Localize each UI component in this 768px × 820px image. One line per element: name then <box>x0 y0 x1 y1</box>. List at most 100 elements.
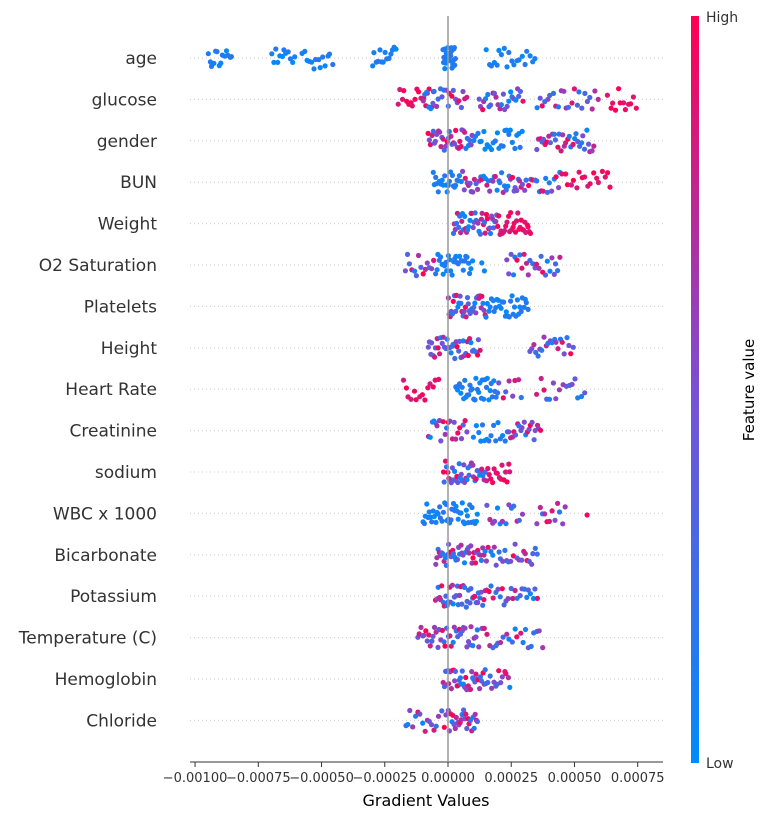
data-point <box>473 476 479 482</box>
data-point <box>555 144 561 150</box>
data-point <box>482 146 488 152</box>
data-point <box>540 136 547 142</box>
data-point <box>470 189 476 195</box>
data-point <box>571 86 578 92</box>
data-point <box>430 384 436 390</box>
data-point <box>403 385 409 391</box>
data-point <box>292 54 298 60</box>
data-point <box>556 387 563 393</box>
data-point <box>512 432 519 438</box>
data-point <box>454 344 460 350</box>
data-point <box>273 46 279 52</box>
data-point <box>417 711 423 717</box>
data-point <box>419 392 425 398</box>
data-point <box>456 173 462 179</box>
data-point <box>479 260 485 266</box>
data-point <box>211 60 217 66</box>
data-point <box>484 478 490 484</box>
data-point <box>582 174 588 180</box>
data-point <box>485 544 491 550</box>
data-point <box>576 169 582 175</box>
data-point <box>442 66 448 72</box>
data-point <box>463 604 469 610</box>
data-point <box>440 136 446 142</box>
data-point <box>493 562 499 568</box>
data-point <box>481 625 487 632</box>
data-point <box>423 628 429 634</box>
data-point <box>493 94 499 100</box>
data-point <box>527 53 533 59</box>
data-point <box>496 213 502 219</box>
data-point <box>453 182 459 188</box>
data-point <box>479 422 486 428</box>
data-point <box>570 177 577 183</box>
data-point <box>503 389 509 395</box>
data-point <box>408 396 414 402</box>
data-point <box>477 595 483 601</box>
data-point <box>457 138 463 144</box>
data-point <box>487 516 493 523</box>
data-point <box>594 175 600 181</box>
data-point <box>435 345 441 351</box>
data-point <box>497 180 503 186</box>
data-point <box>435 189 441 195</box>
data-point <box>427 434 433 440</box>
data-point <box>461 560 468 566</box>
data-point <box>487 388 493 394</box>
x-tick-label: 0.00000 <box>421 771 475 786</box>
feature-label: O2 Saturation <box>39 256 157 276</box>
data-point <box>461 308 467 315</box>
data-point <box>434 103 440 109</box>
data-point <box>448 268 454 274</box>
data-point <box>503 469 509 475</box>
data-point <box>481 219 488 225</box>
feature-label: age <box>125 49 157 69</box>
data-point <box>470 555 476 561</box>
data-point <box>442 173 448 179</box>
data-point <box>271 59 277 65</box>
data-point <box>579 105 585 111</box>
data-point <box>530 551 536 557</box>
data-point <box>523 300 529 306</box>
data-point <box>526 426 532 432</box>
data-point <box>534 178 540 184</box>
data-point <box>569 100 575 106</box>
data-point <box>397 86 403 93</box>
x-tick-label: 0.00050 <box>548 771 602 786</box>
data-point <box>485 91 491 98</box>
data-point <box>518 308 524 315</box>
data-point <box>464 725 470 732</box>
data-point <box>462 418 468 424</box>
data-point <box>456 461 462 467</box>
data-point <box>580 133 586 139</box>
data-point <box>540 188 546 194</box>
data-point <box>499 674 505 680</box>
data-point <box>459 384 465 390</box>
data-point <box>551 131 558 137</box>
data-point <box>461 707 467 713</box>
data-point <box>487 188 493 194</box>
data-point <box>450 550 456 557</box>
data-point <box>481 597 487 603</box>
data-point <box>453 253 459 259</box>
data-point <box>420 98 426 104</box>
data-point <box>422 728 428 734</box>
data-point <box>524 594 530 601</box>
data-point <box>453 503 459 509</box>
data-point <box>488 146 495 153</box>
data-point <box>582 90 588 96</box>
data-point <box>454 220 460 226</box>
data-point <box>552 261 559 267</box>
data-point <box>480 602 486 608</box>
data-point <box>453 127 459 133</box>
data-point <box>483 384 490 390</box>
data-point <box>452 468 458 474</box>
data-point <box>492 518 498 524</box>
data-point <box>444 336 450 342</box>
data-point <box>556 509 563 515</box>
data-point <box>426 509 432 515</box>
data-point <box>508 210 514 216</box>
x-axis-title: Gradient Values <box>363 791 490 810</box>
data-point <box>503 309 509 315</box>
data-point <box>532 56 538 62</box>
